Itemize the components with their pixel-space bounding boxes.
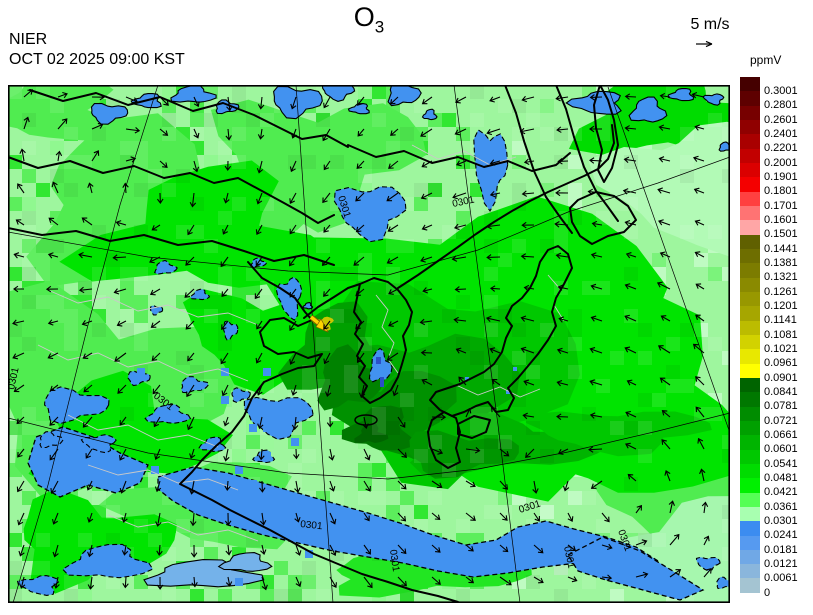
colorbar-tick-label: 0.1021	[764, 342, 798, 355]
colorbar-tick-label: 0.1081	[764, 328, 798, 341]
colorbar-tick-label: 0.1321	[764, 271, 798, 284]
colorbar-tick-label: 0.0241	[764, 529, 798, 542]
colorbar-tick-label: 0.0841	[764, 385, 798, 398]
colorbar-cell	[740, 377, 760, 393]
svg-text:0301: 0301	[387, 549, 401, 573]
colorbar-cell	[740, 349, 760, 364]
colorbar-cell	[740, 134, 760, 149]
page-title: O3	[8, 2, 730, 37]
map-canvas: 0301 0301 0301 0301 0301 0301 0301 0301 0301	[8, 85, 731, 604]
colorbar-tick-label: 0.1141	[764, 314, 797, 327]
wind-scale-arrow-icon	[696, 40, 713, 48]
colorbar-cell	[740, 77, 760, 92]
colorbar	[740, 77, 760, 593]
datetime-label: OCT 02 2025 09:00 KST	[9, 51, 185, 68]
colorbar-tick-label: 0.1901	[764, 170, 798, 183]
colorbar-cell	[740, 91, 760, 106]
colorbar-tick-label: 0.2401	[764, 127, 798, 140]
colorbar-tick-label: 0.1201	[764, 299, 798, 312]
colorbar-cell	[740, 506, 760, 522]
svg-text:0301: 0301	[561, 545, 576, 569]
svg-text:0301: 0301	[451, 194, 475, 209]
colorbar-tick-label: 0.0661	[764, 428, 798, 441]
colorbar-cell	[740, 119, 760, 135]
colorbar-cell	[740, 105, 760, 120]
colorbar-cell	[740, 463, 760, 479]
colorbar-cell	[740, 392, 760, 407]
colorbar-cell	[740, 334, 760, 350]
colorbar-cell	[740, 521, 760, 536]
colorbar-tick-label: 0.0781	[764, 400, 798, 413]
colorbar-tick-label: 0.1801	[764, 185, 798, 198]
wind-scale-label: 5 m/s	[690, 16, 730, 33]
title-subscript: 3	[374, 17, 385, 37]
colorbar-cell	[740, 263, 760, 278]
colorbar-tick-label: 0.0421	[764, 486, 798, 499]
colorbar-cell	[740, 162, 760, 178]
svg-text:0301: 0301	[300, 519, 324, 532]
map-border	[8, 85, 731, 604]
colorbar-cell	[740, 406, 760, 421]
colorbar-cell	[740, 492, 760, 507]
colorbar-tick-label: 0.2601	[764, 113, 798, 126]
colorbar-cell	[740, 363, 760, 378]
colorbar-tick-label: 0.1261	[764, 285, 798, 298]
colorbar-tick-label: 0.0121	[764, 557, 798, 570]
low-ozone-regions	[16, 85, 730, 601]
colorbar-cell	[740, 449, 760, 464]
colorbar-tick-label: 0.1381	[764, 256, 798, 269]
coastlines	[8, 85, 637, 603]
wind-vectors	[12, 89, 712, 591]
colorbar-tick-label: 0.0601	[764, 443, 798, 456]
colorbar-cell	[740, 277, 760, 292]
graticule	[8, 85, 730, 603]
colorbar-tick-label: 0.0481	[764, 471, 798, 484]
colorbar-tick-label: 0.3001	[764, 84, 798, 97]
colorbar-cell	[740, 564, 760, 579]
title-species: O	[353, 2, 375, 32]
colorbar-cell	[740, 220, 760, 235]
colorbar-cell	[740, 320, 760, 335]
colorbar-tick-label: 0.0301	[764, 514, 798, 527]
colorbar-cell	[740, 148, 760, 163]
colorbar-tick-label: 0.0181	[764, 543, 798, 556]
colorbar-tick-label: 0.1501	[764, 228, 798, 241]
colorbar-tick-label: 0	[764, 586, 771, 599]
colorbar-tick-label: 0.0361	[764, 500, 798, 513]
colorbar-tick-label: 0.0721	[764, 414, 798, 427]
colorbar-tick-label: 0.2001	[764, 156, 798, 169]
colorbar-cell	[740, 177, 760, 192]
colorbar-cell	[740, 478, 760, 493]
colorbar-tick-label: 0.0961	[764, 357, 798, 370]
colorbar-cell	[740, 306, 760, 321]
colorbar-cell	[740, 291, 760, 307]
colorbar-cell	[740, 420, 760, 436]
colorbar-tick-label: 0.1601	[764, 213, 798, 226]
colorbar-tick-label: 0.0061	[764, 572, 798, 585]
colorbar-cell	[740, 578, 760, 593]
colorbar-tick-label: 0.1701	[764, 199, 798, 212]
colorbar-tick-label: 0.2801	[764, 99, 798, 112]
colorbar-cell	[740, 435, 760, 450]
colorbar-tick-label: 0.0541	[764, 457, 798, 470]
colorbar-tick-label: 0.2201	[764, 142, 798, 155]
colorbar-cell	[740, 205, 760, 221]
colorbar-cell	[740, 234, 760, 249]
colorbar-cell	[740, 248, 760, 264]
colorbar-tick-label: 0.1441	[764, 242, 798, 255]
colorbar-cell	[740, 549, 760, 565]
org-label: NIER	[9, 31, 48, 48]
colorbar-tick-label: 0.0901	[764, 371, 798, 384]
colorbar-cell	[740, 191, 760, 206]
colorbar-cell	[740, 535, 760, 550]
colorbar-unit: ppmV	[750, 53, 782, 67]
